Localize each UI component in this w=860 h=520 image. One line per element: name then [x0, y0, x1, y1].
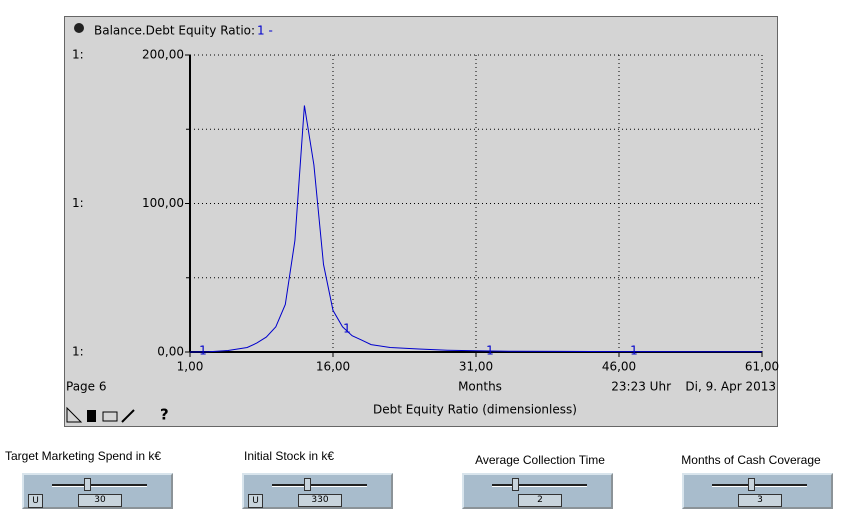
- slider-value[interactable]: 330: [298, 494, 342, 507]
- slider-label: Months of Cash Coverage: [681, 453, 821, 467]
- slider[interactable]: 3: [682, 473, 833, 509]
- caption: Debt Equity Ratio (dimensionless): [373, 403, 577, 417]
- legend-label: 1 -: [257, 24, 273, 38]
- page-label: Page 6: [66, 380, 107, 394]
- slider-value[interactable]: 2: [518, 494, 562, 507]
- x-tick-label: 1,00: [177, 360, 204, 374]
- series-marker: 1: [199, 344, 207, 358]
- slider-track: [492, 484, 587, 487]
- graph-pad: Balance.Debt Equity Ratio: 1 - Page 6 Mo…: [64, 16, 779, 427]
- slider-value[interactable]: 3: [738, 494, 782, 507]
- wand-icon[interactable]: [121, 409, 135, 423]
- date: Di, 9. Apr 2013: [685, 380, 776, 394]
- slider[interactable]: 2: [462, 473, 613, 509]
- graph-panel: [64, 16, 778, 427]
- slider-track: [52, 484, 147, 487]
- slider-label: Average Collection Time: [475, 453, 605, 467]
- y-tick-label: 100,00: [142, 196, 184, 210]
- lock-icon[interactable]: [87, 410, 96, 422]
- x-tick-label: 61,00: [745, 360, 779, 374]
- x-tick-label: 16,00: [316, 360, 350, 374]
- y-tick-label: 200,00: [142, 48, 184, 62]
- reset-button[interactable]: U: [28, 494, 43, 508]
- time: 23:23 Uhr: [611, 380, 671, 394]
- slider[interactable]: U 330: [242, 473, 393, 509]
- slider-value[interactable]: 30: [78, 494, 122, 507]
- slider-label: Target Marketing Spend in k€: [5, 449, 162, 463]
- x-tick-label: 46,00: [602, 360, 636, 374]
- axis-series-label: 1:: [72, 48, 84, 62]
- help-button[interactable]: ?: [160, 406, 169, 424]
- axis-series-label: 1:: [72, 345, 84, 359]
- data-line: [189, 105, 762, 353]
- x-axis-label: Months: [458, 380, 502, 394]
- page-turn-icon[interactable]: [66, 406, 83, 423]
- y-tick-label: 0,00: [157, 345, 184, 359]
- print-icon[interactable]: [102, 411, 118, 422]
- slider-thumb[interactable]: [304, 478, 311, 491]
- axis-series-label: 1:: [72, 196, 84, 210]
- chart-title: Balance.Debt Equity Ratio:: [94, 24, 255, 38]
- slider-track: [712, 484, 807, 487]
- series-marker: 1: [486, 344, 494, 358]
- slider-thumb[interactable]: [512, 478, 519, 491]
- series-marker: 1: [343, 322, 351, 336]
- slider[interactable]: U 30: [22, 473, 173, 509]
- reset-button[interactable]: U: [248, 494, 263, 508]
- slider-thumb[interactable]: [84, 478, 91, 491]
- series-marker: 1: [630, 344, 638, 358]
- slider-track: [272, 484, 367, 487]
- slider-label: Initial Stock in k€: [244, 449, 335, 463]
- x-tick-label: 31,00: [459, 360, 493, 374]
- slider-thumb[interactable]: [748, 478, 755, 491]
- pin-icon[interactable]: [74, 23, 84, 33]
